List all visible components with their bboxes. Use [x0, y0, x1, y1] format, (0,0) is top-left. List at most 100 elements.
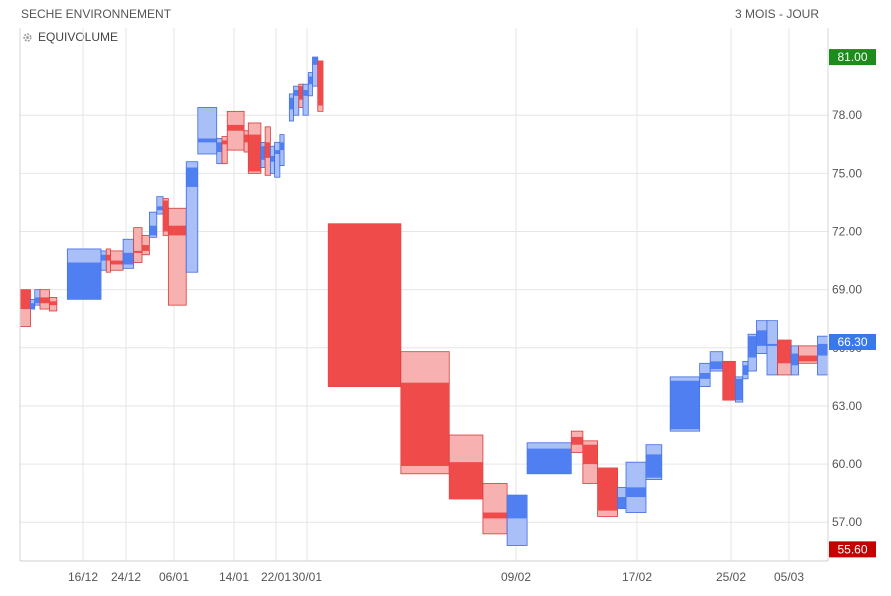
- equivolume-box-down[interactable]: [722, 360, 736, 401]
- equivolume-box-down[interactable]: [167, 207, 187, 306]
- box-range: [307, 72, 313, 97]
- box-body: [449, 462, 483, 499]
- equivolume-box-down[interactable]: [798, 345, 818, 364]
- price-badges: 81.00 66.30 55.60: [829, 49, 876, 558]
- equivolume-box-down[interactable]: [582, 440, 598, 484]
- equivolume-box-down[interactable]: [482, 483, 508, 535]
- equivolume-box-down[interactable]: [448, 434, 484, 500]
- gear-icon[interactable]: [22, 32, 33, 43]
- equivolume-box-up[interactable]: [269, 145, 276, 174]
- box-body: [222, 140, 228, 145]
- equivolume-box-down[interactable]: [597, 467, 618, 517]
- equivolume-box-up[interactable]: [790, 345, 799, 376]
- box-body: [244, 134, 249, 143]
- box-body: [163, 200, 169, 232]
- equivolume-box-up[interactable]: [617, 486, 627, 510]
- box-body: [626, 487, 646, 498]
- equivolume-box-up[interactable]: [100, 250, 107, 271]
- box-body: [279, 142, 285, 151]
- equivolume-box-down[interactable]: [105, 248, 111, 273]
- equivolume-box-up[interactable]: [34, 289, 41, 306]
- equivolume-box-down[interactable]: [133, 227, 143, 263]
- equivolume-box-up[interactable]: [645, 444, 663, 480]
- equivolume-box-down[interactable]: [49, 297, 58, 312]
- equivolume-box-up[interactable]: [197, 107, 218, 155]
- equivolume-box-down[interactable]: [162, 198, 169, 236]
- equivolume-box-up[interactable]: [293, 85, 300, 116]
- equivolume-box-down[interactable]: [570, 430, 584, 453]
- equivolume-box-up[interactable]: [766, 320, 778, 376]
- box-body: [248, 134, 261, 172]
- indicator-selector[interactable]: EQUIVOLUME: [22, 30, 118, 44]
- equivolume-box-up[interactable]: [625, 461, 647, 513]
- svg-text:66.30: 66.30: [837, 335, 867, 349]
- y-tick-label: 63.00: [832, 399, 862, 413]
- equivolume-box-up[interactable]: [122, 238, 135, 269]
- equivolume-box-up[interactable]: [279, 134, 285, 167]
- last-price-badge: 66.30: [829, 333, 876, 350]
- box-body: [597, 467, 618, 511]
- box-range: [156, 196, 164, 215]
- equivolume-box-up[interactable]: [288, 93, 294, 122]
- equivolume-box-up[interactable]: [756, 320, 768, 355]
- equivolume-box-up[interactable]: [66, 248, 102, 300]
- equivolume-box-up[interactable]: [185, 161, 199, 273]
- equivolume-box-down[interactable]: [19, 289, 31, 327]
- equivolume-box-up[interactable]: [156, 196, 164, 215]
- box-body: [571, 436, 583, 445]
- equivolume-box-up[interactable]: [312, 56, 319, 87]
- box-body: [308, 76, 313, 85]
- indicator-label: EQUIVOLUME: [38, 30, 119, 44]
- box-body: [617, 497, 626, 509]
- box-body: [260, 146, 266, 160]
- equivolume-box-up[interactable]: [302, 83, 309, 116]
- equivolume-box-up[interactable]: [817, 335, 829, 376]
- equivolume-box-down[interactable]: [221, 136, 228, 165]
- equivolume-box-up[interactable]: [709, 351, 724, 372]
- x-tick-label: 06/01: [159, 570, 189, 584]
- equivolume-box-down[interactable]: [777, 339, 792, 376]
- equivolume-box-down[interactable]: [298, 83, 304, 108]
- box-body: [216, 142, 222, 153]
- equivolume-box-up[interactable]: [149, 211, 158, 238]
- equivolume-box-down[interactable]: [141, 234, 150, 256]
- box-range: [302, 83, 309, 116]
- equivolume-box-up[interactable]: [526, 442, 572, 475]
- equivolume-box-up[interactable]: [742, 360, 749, 380]
- equivolume-box-down[interactable]: [39, 289, 50, 310]
- box-body: [817, 343, 828, 356]
- equivolume-box-down[interactable]: [110, 250, 124, 271]
- equivolume-box-up[interactable]: [506, 494, 528, 546]
- box-body: [270, 155, 275, 162]
- x-tick-label: 17/02: [622, 570, 652, 584]
- box-body: [265, 142, 271, 158]
- equivolume-box-up[interactable]: [735, 376, 744, 403]
- box-body: [328, 223, 401, 387]
- box-body: [582, 444, 598, 465]
- equivolume-box-up[interactable]: [216, 138, 223, 165]
- equivolume-box-up[interactable]: [669, 376, 701, 432]
- box-body: [168, 225, 187, 236]
- box-body: [293, 90, 299, 96]
- equivolume-box-up[interactable]: [260, 141, 266, 168]
- equivolume-box-up[interactable]: [274, 141, 281, 178]
- equivolume-box-down[interactable]: [327, 223, 402, 387]
- equivolume-box-up[interactable]: [30, 298, 36, 310]
- box-body: [735, 378, 743, 401]
- price-boxes: [19, 56, 829, 546]
- equivolume-box-down[interactable]: [247, 122, 262, 174]
- equivolume-box-up[interactable]: [699, 362, 711, 387]
- equivolume-box-down[interactable]: [226, 110, 245, 151]
- equivolume-box-up[interactable]: [747, 333, 757, 372]
- box-body: [186, 167, 198, 187]
- equivolume-box-down[interactable]: [264, 126, 271, 176]
- box-body: [303, 90, 309, 96]
- box-body: [670, 380, 700, 430]
- equivolume-box-up[interactable]: [307, 72, 313, 97]
- box-body: [710, 361, 723, 370]
- period-label[interactable]: 3 MOIS - JOUR: [734, 7, 819, 21]
- equivolume-box-down[interactable]: [400, 351, 450, 475]
- equivolume-box-down[interactable]: [317, 60, 324, 112]
- equivolume-box-down[interactable]: [243, 130, 249, 153]
